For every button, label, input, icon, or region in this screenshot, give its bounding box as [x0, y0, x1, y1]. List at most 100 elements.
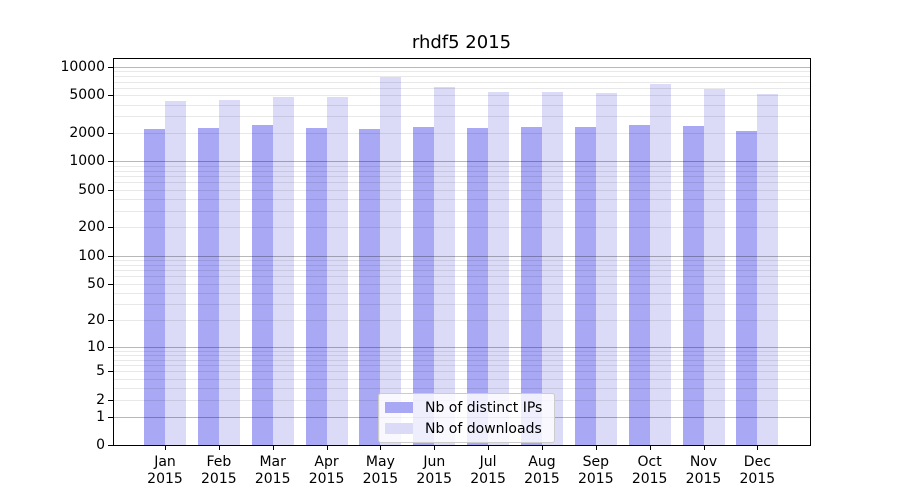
- x-tick-month: Jan: [154, 454, 176, 470]
- chart-title: rhdf5 2015: [411, 32, 512, 53]
- gridline-major: [113, 66, 810, 68]
- gridline-minor: [113, 189, 810, 191]
- bar-distinct-ips-oct: [628, 124, 650, 445]
- bar-downloads-jan: [165, 100, 186, 445]
- y-tick-label: 10: [87, 338, 105, 355]
- legend-item-downloads: Nb of downloads: [385, 419, 542, 438]
- y-tick-label: 0: [96, 437, 105, 453]
- y-tick-label: 1000: [69, 153, 105, 170]
- bar-downloads-dec: [757, 94, 779, 445]
- x-tick-label: Jan 2015: [137, 454, 193, 488]
- gridline-minor: [113, 227, 810, 229]
- x-tick-mark: [541, 445, 543, 450]
- x-tick-year: 2015: [254, 471, 291, 487]
- x-tick-mark: [272, 445, 274, 450]
- bar-downloads-jul: [488, 92, 510, 445]
- y-tick-mark: [108, 445, 113, 446]
- y-tick-mark: [108, 227, 113, 229]
- x-tick-label: Nov 2015: [676, 454, 732, 488]
- legend-swatch-distinct-ips: [385, 402, 413, 413]
- legend-label-downloads: Nb of downloads: [425, 420, 542, 437]
- bar-downloads-jun: [434, 87, 456, 445]
- y-tick-mark: [108, 416, 113, 418]
- bar-downloads-aug: [541, 91, 563, 445]
- gridline-major: [113, 346, 810, 348]
- x-tick-mark: [380, 445, 382, 450]
- x-tick-year: 2015: [739, 471, 776, 487]
- bar-distinct-ips-dec: [736, 130, 758, 445]
- bar-distinct-ips-aug: [520, 127, 542, 445]
- gridline-minor: [113, 320, 810, 322]
- gridline-minor: [113, 276, 810, 278]
- gridline-minor: [113, 95, 810, 97]
- x-tick-mark: [218, 445, 220, 450]
- bar-downloads-may: [380, 77, 402, 445]
- y-tick-mark: [108, 66, 113, 68]
- gridline-minor: [113, 388, 810, 390]
- gridline-major: [113, 161, 810, 163]
- y-tick-mark: [108, 255, 113, 257]
- y-tick-label: 5000: [69, 87, 105, 104]
- x-tick-label: Sep 2015: [568, 454, 624, 488]
- y-tick-mark: [108, 346, 113, 348]
- y-tick-label: 10000: [60, 58, 105, 75]
- x-tick-label: Feb 2015: [191, 454, 247, 488]
- x-tick-mark: [757, 445, 759, 450]
- gridline-minor: [113, 76, 810, 78]
- gridline-minor: [113, 350, 810, 352]
- y-tick-mark: [108, 95, 113, 97]
- x-tick-mark: [649, 445, 651, 450]
- gridline-minor: [113, 170, 810, 172]
- x-tick-mark: [326, 445, 328, 450]
- bar-distinct-ips-apr: [305, 128, 327, 445]
- bar-downloads-oct: [649, 84, 671, 445]
- x-tick-year: 2015: [147, 471, 183, 487]
- gridline-minor: [113, 354, 810, 356]
- y-tick-label: 2000: [69, 125, 105, 142]
- x-tick-month: May: [365, 454, 395, 470]
- bar-downloads-nov: [703, 88, 725, 445]
- y-tick-label: 1: [96, 408, 105, 425]
- bar-distinct-ips-sep: [574, 127, 596, 445]
- gridline-minor: [113, 270, 810, 272]
- bar-distinct-ips-jul: [467, 128, 489, 445]
- x-tick-year: 2015: [362, 471, 399, 487]
- x-tick-year: 2015: [685, 471, 722, 487]
- x-tick-month: Mar: [259, 454, 286, 470]
- gridline-major: [113, 255, 810, 257]
- x-tick-label: Aug 2015: [514, 454, 570, 488]
- bar-distinct-ips-jan: [144, 129, 165, 445]
- x-tick-mark: [488, 445, 490, 450]
- x-tick-label: May 2015: [352, 454, 408, 488]
- y-tick-label: 20: [87, 312, 105, 329]
- gridline-minor: [113, 81, 810, 83]
- x-tick-label: Mar 2015: [245, 454, 301, 488]
- gridline-minor: [113, 371, 810, 373]
- x-tick-year: 2015: [416, 471, 453, 487]
- gridline-minor: [113, 176, 810, 178]
- x-tick-month: Jun: [423, 454, 446, 470]
- grid-layer: [113, 58, 810, 445]
- gridline-minor: [113, 116, 810, 118]
- bar-distinct-ips-feb: [197, 127, 219, 445]
- y-tick-label: 200: [78, 219, 105, 236]
- x-tick-year: 2015: [577, 471, 614, 487]
- y-tick-mark: [108, 189, 113, 191]
- gridline-minor: [113, 304, 810, 306]
- legend-label-distinct-ips: Nb of distinct IPs: [425, 399, 543, 416]
- y-tick-label: 100: [78, 247, 105, 264]
- legend-swatch-downloads: [385, 423, 413, 434]
- gridline-minor: [113, 87, 810, 89]
- gridline-minor: [113, 359, 810, 361]
- y-tick-label: 2: [96, 391, 105, 408]
- x-tick-month: Oct: [637, 454, 662, 470]
- x-tick-month: Feb: [206, 454, 232, 470]
- x-tick-year: 2015: [201, 471, 237, 487]
- gridline-minor: [113, 133, 810, 135]
- bar-distinct-ips-may: [359, 129, 381, 445]
- y-tick-mark: [108, 283, 113, 285]
- x-tick-mark: [703, 445, 705, 450]
- x-tick-month: Dec: [743, 454, 771, 470]
- x-tick-label: Oct 2015: [622, 454, 678, 488]
